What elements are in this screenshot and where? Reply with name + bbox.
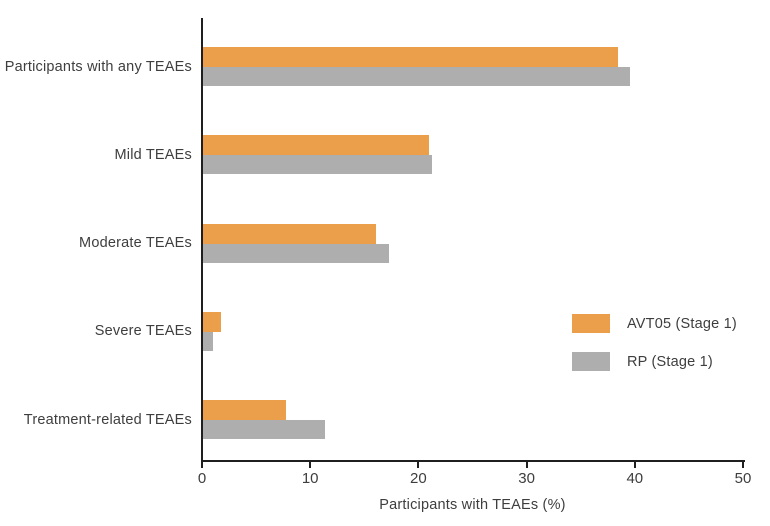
bar-avt05 [203,135,430,156]
tick-mark [201,460,203,468]
category-label: Mild TEAEs [114,146,192,163]
y-axis-line [201,18,203,462]
rp-legend-swatch [572,352,610,371]
bar-avt05 [203,47,619,67]
x-axis-line [201,460,745,462]
legend-label: RP (Stage 1) [627,353,713,370]
tick-label: 10 [301,470,319,487]
bar-avt05 [203,400,287,421]
tick-label: 20 [410,470,427,487]
bar-rp [203,155,433,175]
tick-label: 30 [518,470,535,487]
tick-mark [417,460,420,468]
category-label: Moderate TEAEs [79,235,192,252]
tick-mark [309,460,312,468]
tick-mark [742,460,744,468]
category-label: Participants with any TEAEs [4,58,192,75]
bar-rp [203,67,631,86]
bar-avt05 [203,223,377,244]
tick-mark [525,460,528,468]
bar-rp [203,243,390,263]
avt05-legend-swatch [572,314,610,333]
bar-rp [203,420,326,440]
category-label: Severe TEAEs [94,323,192,340]
tick-label: 40 [626,470,644,487]
legend-label: AVT05 (Stage 1) [627,315,737,332]
legend: AVT05 (Stage 1) RP (Stage 1) [572,314,737,390]
bar-rp [203,331,213,351]
legend-entry: RP (Stage 1) [572,352,737,371]
tick-label: 50 [734,470,752,487]
tick-mark [633,460,636,468]
x-axis-title: Participants with TEAEs (%) [379,497,566,513]
tick-label: 0 [197,470,207,487]
bar-avt05 [203,311,222,332]
legend-entry: AVT05 (Stage 1) [572,314,737,333]
category-label: Treatment-related TEAEs [23,411,192,428]
